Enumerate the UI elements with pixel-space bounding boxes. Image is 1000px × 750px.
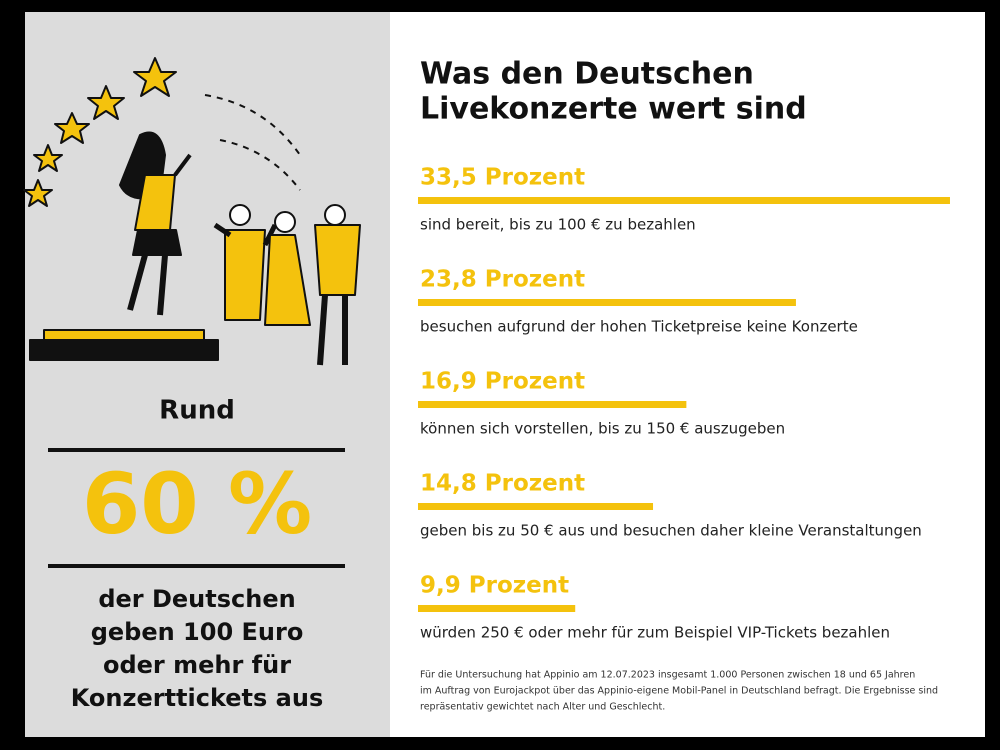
item-label: 33,5 Prozent — [420, 165, 585, 191]
item-label: 14,8 Prozent — [420, 471, 585, 497]
title: Livekonzerte wert sind — [420, 92, 807, 127]
title: Was den Deutschen — [420, 57, 754, 92]
bar — [418, 197, 950, 204]
summary-line: Konzerttickets aus — [71, 684, 324, 712]
item-label: 16,9 Prozent — [420, 369, 585, 395]
summary-line: oder mehr für — [103, 651, 291, 679]
illustration — [23, 57, 361, 366]
summary-line: geben 100 Euro — [91, 618, 304, 646]
footnote: repräsentativ gewichtet nach Alter und G… — [420, 702, 665, 713]
headline: 60 % — [82, 455, 312, 553]
bar — [418, 401, 687, 408]
bar — [418, 503, 654, 510]
bar — [418, 605, 576, 612]
item-text: würden 250 € oder mehr für zum Beispiel … — [420, 624, 890, 642]
footnote: im Auftrag von Eurojackpot über das Appi… — [420, 686, 938, 697]
item-text: geben bis zu 50 € aus und besuchen daher… — [420, 522, 922, 540]
footnote: Für die Untersuchung hat Appinio am 12.0… — [420, 670, 915, 681]
bar — [418, 299, 796, 306]
left-panel — [25, 12, 390, 737]
item-label: 9,9 Prozent — [420, 573, 569, 599]
lead: Rund — [159, 396, 235, 426]
right-panel — [390, 12, 985, 737]
item-text: sind bereit, bis zu 100 € zu bezahlen — [420, 216, 696, 234]
item-text: können sich vorstellen, bis zu 150 € aus… — [420, 420, 785, 438]
item-label: 23,8 Prozent — [420, 267, 585, 293]
item-text: besuchen aufgrund der hohen Ticketpreise… — [420, 318, 858, 336]
summary-line: der Deutschen — [98, 585, 295, 613]
